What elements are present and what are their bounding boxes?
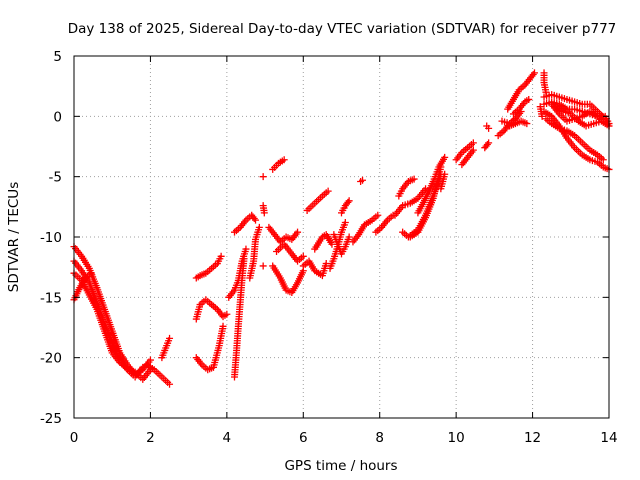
x-tick-label: 6 (299, 430, 308, 446)
data-point-marker (530, 69, 538, 77)
data-point-marker (469, 146, 477, 154)
x-tick-label: 10 (448, 430, 465, 446)
data-point-marker (166, 334, 174, 342)
x-axis-label: GPS time / hours (284, 458, 397, 474)
data-points (70, 69, 613, 388)
y-tick-label: -15 (40, 290, 62, 306)
data-point-marker (87, 269, 95, 277)
data-point-marker (255, 223, 263, 231)
data-point-marker (529, 71, 537, 79)
data-point-marker (483, 140, 491, 148)
y-tick-label: -20 (40, 351, 62, 367)
data-point-marker (217, 252, 225, 260)
data-point-marker (359, 176, 367, 184)
data-point-marker (374, 211, 382, 219)
y-axis-label: SDTVAR / TECUs (6, 182, 22, 292)
grid-lines (74, 56, 609, 418)
x-tick-label: 12 (524, 430, 541, 446)
data-point-marker (525, 95, 533, 103)
data-point-marker (538, 112, 546, 120)
y-tick-label: 5 (53, 49, 62, 65)
data-point-marker (260, 209, 268, 217)
data-point-marker (294, 228, 302, 236)
y-tick-label: -25 (40, 411, 62, 427)
data-point-marker (299, 252, 307, 260)
data-point-marker (240, 255, 248, 263)
x-tick-label: 0 (70, 430, 79, 446)
x-tick-label: 2 (146, 430, 155, 446)
data-point-marker (344, 198, 352, 206)
y-tick-label: -10 (40, 230, 62, 246)
data-point-marker (469, 139, 477, 147)
data-point-marker (250, 214, 258, 222)
data-point-marker (441, 170, 449, 178)
data-point-marker (146, 356, 154, 364)
data-point-marker (523, 120, 531, 128)
chart-title: Day 138 of 2025, Sidereal Day-to-day VTE… (68, 21, 617, 37)
data-point-marker (219, 322, 227, 330)
data-point-marker (441, 153, 449, 161)
data-point-marker (139, 363, 147, 371)
data-point-marker (485, 124, 493, 132)
data-point-marker (166, 380, 174, 388)
data-point-marker (252, 216, 260, 224)
data-point-marker (410, 175, 418, 183)
x-ticks: 0 2 4 6 8 10 12 14 (70, 56, 618, 446)
y-tick-label: 0 (53, 109, 62, 125)
data-point-marker (345, 197, 353, 205)
data-point-marker (280, 156, 288, 164)
x-tick-label: 8 (375, 430, 384, 446)
data-point-marker (599, 156, 607, 164)
data-point-marker (242, 245, 250, 253)
y-tick-label: -5 (49, 170, 62, 186)
data-point-marker (485, 139, 493, 147)
data-point-marker (259, 173, 267, 181)
data-point-marker (345, 233, 353, 241)
data-point-marker (223, 310, 231, 318)
y-ticks: -25 -20 -15 -10 -5 0 5 (40, 49, 609, 427)
x-tick-label: 14 (600, 430, 617, 446)
x-tick-label: 4 (223, 430, 232, 446)
data-point-marker (324, 187, 332, 195)
data-point-marker (341, 219, 349, 227)
data-point-marker (259, 262, 267, 270)
